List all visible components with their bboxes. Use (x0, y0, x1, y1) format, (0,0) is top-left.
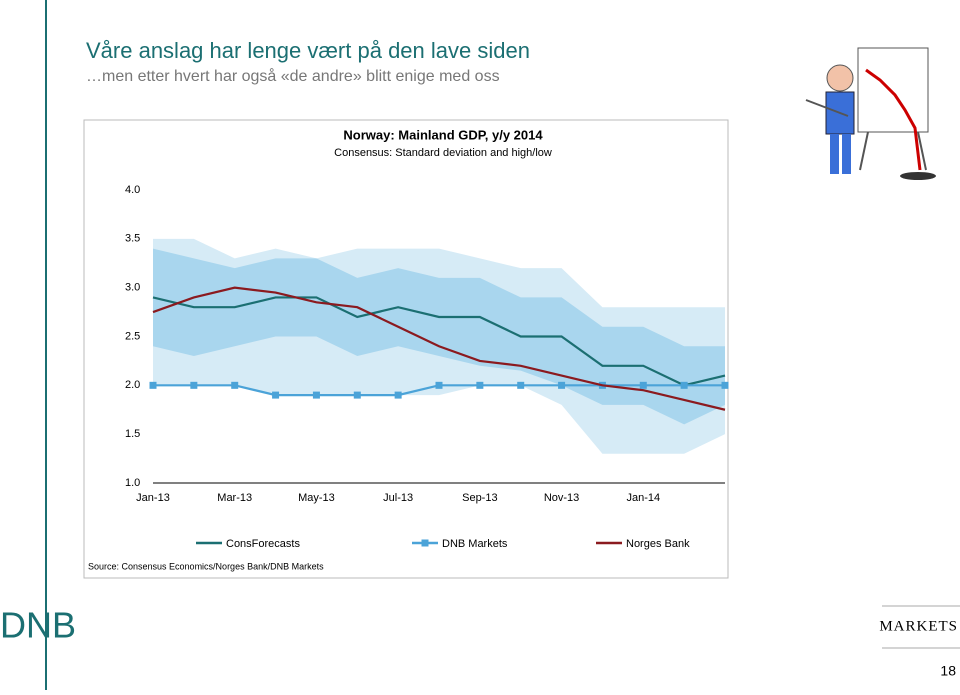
marker (272, 391, 280, 399)
marker (680, 381, 688, 389)
source: Source: Consensus Economics/Norges Bank/… (88, 561, 324, 571)
marker (312, 391, 320, 399)
x-tick-label: Jan-13 (136, 492, 170, 504)
marker (517, 381, 525, 389)
marker (721, 381, 729, 389)
marker (353, 391, 361, 399)
chart-frame (83, 119, 729, 579)
y-tick-label: 3.0 (125, 282, 140, 294)
slide-subtitle: …men etter hvert har også «de andre» bli… (86, 67, 500, 85)
marker (231, 381, 239, 389)
x-tick-label: Jan-14 (626, 492, 660, 504)
y-tick-label: 2.0 (125, 379, 140, 391)
x-tick-label: Jul-13 (383, 492, 413, 504)
marker (394, 391, 402, 399)
marker (639, 381, 647, 389)
slide-title: Våre anslag har lenge vært på den lave s… (86, 38, 530, 63)
legend-label: ConsForecasts (226, 538, 300, 550)
x-tick-label: Mar-13 (217, 492, 252, 504)
x-tick-label: May-13 (298, 492, 335, 504)
legend-label: DNB Markets (442, 538, 508, 550)
y-tick-label: 1.0 (125, 477, 140, 489)
y-tick-label: 1.5 (125, 428, 140, 440)
chart-title: Norway: Mainland GDP, y/y 2014 (343, 127, 543, 142)
x-tick-label: Nov-13 (544, 492, 579, 504)
y-tick-label: 4.0 (125, 184, 140, 196)
marker (476, 381, 484, 389)
marker (558, 381, 566, 389)
marker (190, 381, 198, 389)
legend-marker (421, 539, 429, 547)
marker (435, 381, 443, 389)
y-tick-label: 2.5 (125, 330, 140, 342)
cartoon (805, 47, 936, 180)
marker (149, 381, 157, 389)
legend-label: Norges Bank (626, 538, 690, 550)
x-tick-label: Sep-13 (462, 492, 497, 504)
brand: MARKETS (879, 618, 958, 634)
series-line (152, 286, 726, 411)
y-tick-label: 3.5 (125, 233, 140, 245)
chart-subtitle: Consensus: Standard deviation and high/l… (334, 147, 552, 159)
page-number: 18 (940, 663, 956, 679)
logo: DNB (0, 605, 76, 646)
series-line (152, 296, 726, 387)
logo-text: DNB (0, 605, 76, 646)
